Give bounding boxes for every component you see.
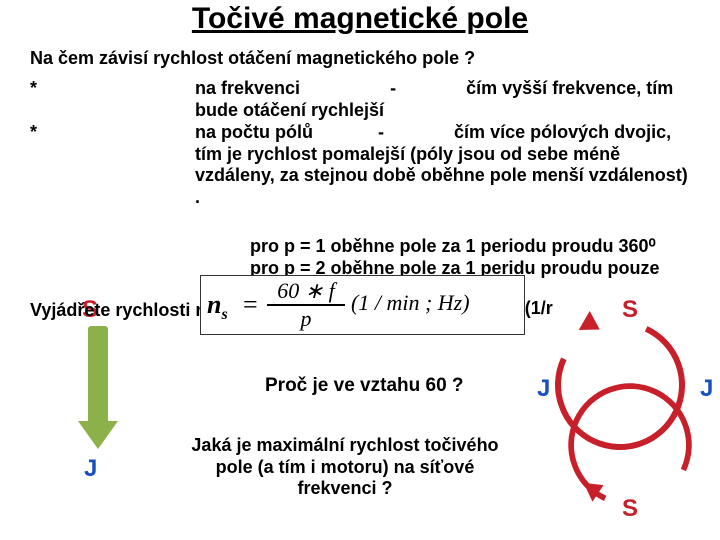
bullet-2: * — [30, 122, 37, 143]
formula-ns: ns — [207, 290, 228, 324]
formula-denominator: p — [267, 306, 345, 330]
rotation-ring-2 — [568, 383, 692, 507]
formula-fraction: 60 ∗ f p — [267, 280, 345, 330]
question-60: Proč je ve vztahu 60 ? — [265, 375, 464, 397]
formula-box: ns = 60 ∗ f p (1 / min ; Hz) — [200, 275, 525, 335]
body-text-2: na počtu pólů - čím více pólových dvojic… — [195, 122, 690, 208]
pole-j-left: J — [84, 455, 97, 483]
pole-j-right-right: J — [700, 375, 713, 403]
question-max: Jaká je maximální rychlost točivého pole… — [190, 435, 500, 500]
body2-dash: - — [378, 122, 384, 142]
formula-numerator: 60 ∗ f — [267, 280, 345, 306]
body2-a: na počtu pólů — [195, 122, 313, 142]
pole-j-right-left: J — [537, 375, 550, 403]
page-title: Točivé magnetické pole — [0, 2, 720, 36]
body1-a: na frekvenci — [195, 78, 300, 98]
p-line-1: pro p = 1 oběhne pole za 1 periodu proud… — [250, 236, 656, 257]
formula-units: (1 / min ; Hz) — [351, 290, 470, 316]
express-label-left: Vyjádřete rychlosti r — [30, 300, 202, 321]
body1-dash: - — [390, 78, 396, 98]
bullet-1: * — [30, 78, 37, 99]
body-text-1: na frekvenci - čím vyšší frekvence, tím … — [195, 78, 675, 121]
formula-eq: = — [243, 290, 258, 320]
subquestion: Na čem závisí rychlost otáčení magnetick… — [30, 48, 475, 69]
